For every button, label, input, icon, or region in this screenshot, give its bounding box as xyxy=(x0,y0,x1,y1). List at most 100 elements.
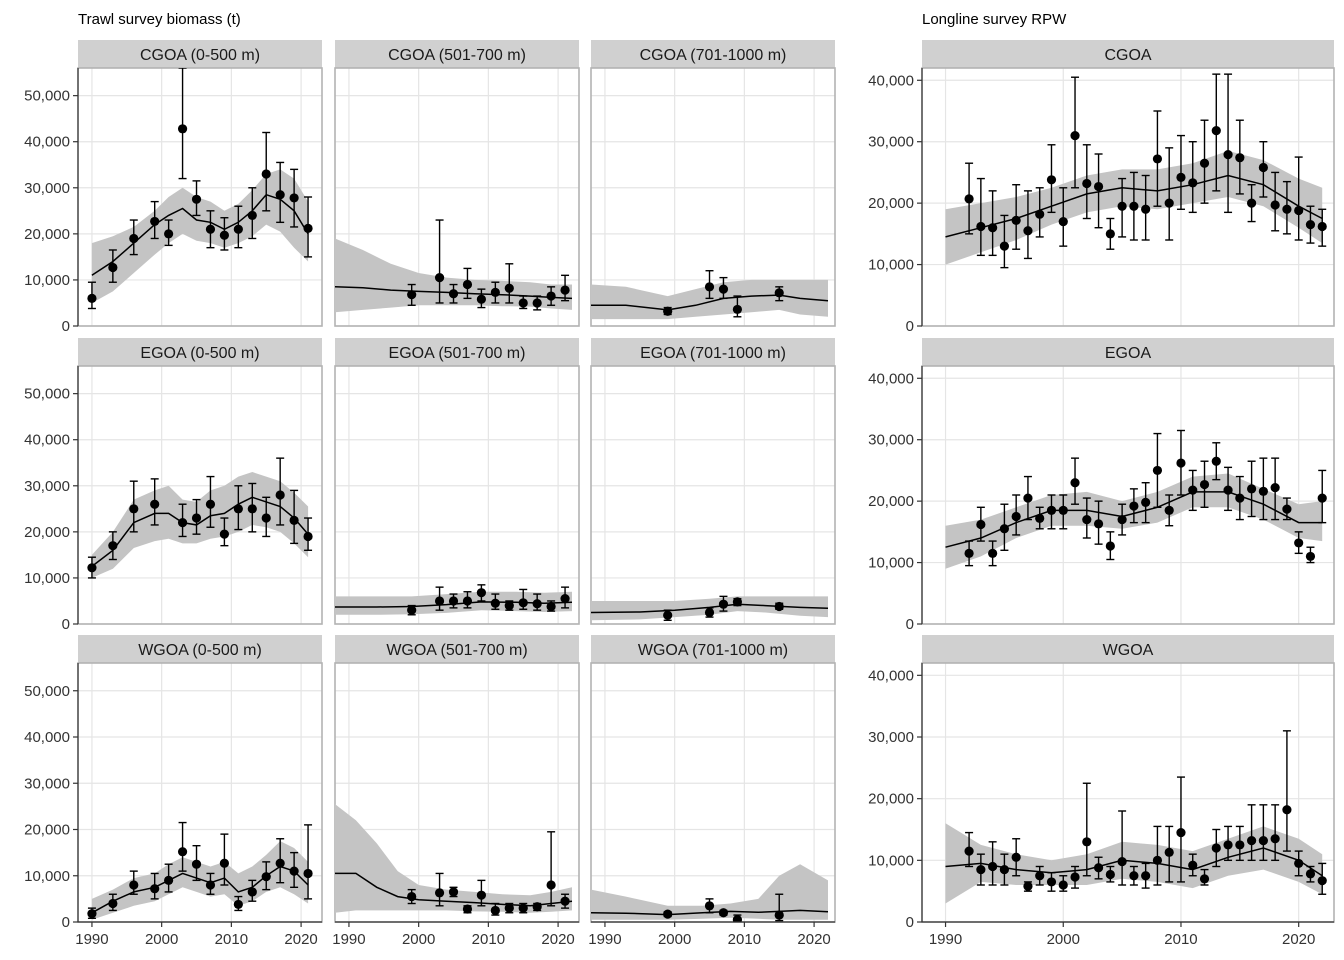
observation-point xyxy=(261,513,271,523)
observation-point xyxy=(1176,172,1186,182)
observation-point xyxy=(504,600,514,611)
observation-point xyxy=(205,499,216,509)
observation-point xyxy=(150,884,160,894)
observation-point xyxy=(1188,485,1198,495)
panel-data xyxy=(87,68,313,310)
y-tick-label: 20,000 xyxy=(24,822,70,839)
observation-point xyxy=(129,504,139,514)
observation-point xyxy=(407,605,417,615)
observation-point xyxy=(219,858,229,868)
facet-strip-label: CGOA (701-1000 m) xyxy=(640,47,787,64)
x-tick-label: 1990 xyxy=(929,931,962,948)
observation-point xyxy=(289,866,299,876)
observation-point xyxy=(663,610,673,620)
y-tick-label: 0 xyxy=(906,616,914,633)
y-tick-label: 10,000 xyxy=(24,868,70,885)
facet-strip-label: CGOA xyxy=(1104,47,1151,64)
panel-border xyxy=(590,67,836,327)
facet-strip xyxy=(922,635,1334,663)
observation-point xyxy=(546,601,556,612)
observation-point xyxy=(1282,204,1292,214)
observation-point xyxy=(774,910,784,920)
y-tick-label: 10,000 xyxy=(24,570,70,587)
observation-point xyxy=(303,223,313,233)
y-tick-label: 40,000 xyxy=(868,72,914,89)
facet-strip-label: EGOA xyxy=(1105,345,1152,362)
observation-point xyxy=(1176,827,1186,838)
x-tick-label: 2020 xyxy=(284,931,317,948)
observation-point xyxy=(177,124,188,134)
panel-data xyxy=(591,270,829,320)
observation-point xyxy=(1235,840,1245,850)
confidence-ribbon xyxy=(945,823,1323,904)
observation-point xyxy=(1294,205,1304,216)
observation-point xyxy=(1270,483,1280,493)
observation-point xyxy=(1152,465,1163,476)
observation-point xyxy=(1223,485,1233,495)
facet-strip xyxy=(78,40,322,68)
observation-point xyxy=(247,887,257,897)
facet-strip-label: EGOA (701-1000 m) xyxy=(640,345,786,362)
observation-point xyxy=(191,859,202,869)
observation-point xyxy=(560,594,570,604)
observation-point xyxy=(774,601,784,612)
facet-strip xyxy=(78,635,322,663)
observation-point xyxy=(1105,229,1115,239)
observation-point xyxy=(1035,209,1045,219)
panel-1-1: EGOA 0 10,000 20,000 30,000 40,000 xyxy=(868,338,1335,633)
panel-0-3: EGOA (0-500 m) 0 10,000 20,000 30,000 40,000 5… xyxy=(24,338,323,633)
observation-point xyxy=(476,294,486,304)
observation-point xyxy=(1070,130,1080,141)
observation-point xyxy=(476,890,486,900)
observation-point xyxy=(462,279,473,290)
observation-point xyxy=(1117,856,1127,867)
observation-point xyxy=(964,548,974,558)
facet-strip-label: CGOA (0-500 m) xyxy=(140,47,260,64)
observation-point xyxy=(663,306,673,316)
observation-point xyxy=(546,880,556,890)
observation-point xyxy=(1188,860,1198,870)
observation-point xyxy=(1199,158,1210,168)
x-tick-label: 2020 xyxy=(1282,931,1315,948)
panel-data xyxy=(591,864,829,922)
confidence-ribbon xyxy=(335,804,572,913)
x-tick-label: 2010 xyxy=(1164,931,1197,948)
panel-data xyxy=(87,821,313,920)
observation-point xyxy=(1023,881,1033,891)
panel-data xyxy=(945,730,1327,904)
panel-data xyxy=(591,595,829,622)
facet-strip xyxy=(335,40,579,68)
observation-point xyxy=(150,216,160,227)
facet-strip-label: WGOA (0-500 m) xyxy=(138,642,262,659)
y-tick-label: 0 xyxy=(906,318,914,335)
panel-0-0: CGOA (0-500 m) 0 10,000 20,000 30,000 40,000 5… xyxy=(24,40,323,335)
y-tick-label: 30,000 xyxy=(24,180,70,197)
y-tick-label: 50,000 xyxy=(24,386,70,403)
observation-point xyxy=(1058,880,1068,890)
y-tick-label: 20,000 xyxy=(24,226,70,243)
observation-point xyxy=(704,282,715,292)
y-tick-label: 20,000 xyxy=(868,195,914,212)
y-tick-label: 10,000 xyxy=(868,257,914,274)
observation-point xyxy=(1235,493,1245,503)
facet-strip xyxy=(591,635,835,663)
model-fit-line xyxy=(945,847,1323,877)
observation-point xyxy=(1129,201,1139,211)
y-tick-label: 50,000 xyxy=(24,88,70,105)
observation-point xyxy=(275,490,285,500)
observation-point xyxy=(462,596,473,606)
observation-point xyxy=(164,875,174,885)
observation-point xyxy=(1294,538,1304,548)
y-tick-label: 10,000 xyxy=(24,272,70,289)
facet-strip-label: WGOA (701-1000 m) xyxy=(638,642,788,659)
observation-point xyxy=(1070,478,1080,488)
observation-point xyxy=(219,230,229,240)
observation-point xyxy=(976,864,986,875)
observation-point xyxy=(1223,150,1233,160)
observation-point xyxy=(1046,175,1057,185)
panel-data xyxy=(87,457,313,579)
observation-point xyxy=(261,872,271,882)
observation-point xyxy=(177,847,188,857)
observation-point xyxy=(87,563,97,573)
